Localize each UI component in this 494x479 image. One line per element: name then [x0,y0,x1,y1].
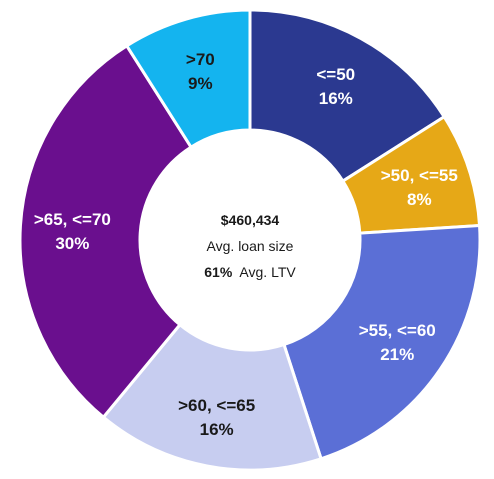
slice-category-label: >70 [186,50,215,69]
slice-value-label: 30% [55,234,89,253]
slice-label: <=50 16% [316,65,355,108]
slice-value-label: 16% [319,89,353,108]
center-amount: $460,434 [221,212,280,228]
center-ltv-value: 61% [204,264,233,280]
center-ltv: 61% Avg. LTV [204,264,296,280]
slice-category-label: <=50 [316,65,355,84]
slice-value-label: 21% [380,345,414,364]
slice-label: >55, <=60 21% [359,321,436,364]
center-ltv-label: Avg. LTV [239,264,296,280]
slice-label: >60, <=65 16% [178,396,255,439]
slice-value-label: 9% [188,74,213,93]
donut-slice [101,322,323,472]
donut-slice [248,8,447,184]
slice-label: >50, <=55 8% [381,166,458,209]
slice-category-label: >50, <=55 [381,166,458,185]
slice-value-label: 16% [200,420,234,439]
slice-label: >65, <=70 30% [34,210,111,253]
donut-slice-labels: <=50 16% >50, <=55 8% >55, <=60 21% >60, <=65 1… [34,50,458,439]
donut-slice [124,8,252,150]
slice-category-label: >55, <=60 [359,321,436,340]
donut-slices [18,8,482,472]
slice-category-label: >65, <=70 [34,210,111,229]
slice-value-label: 8% [407,190,432,209]
donut-slice [18,43,194,420]
center-amount-label: Avg. loan size [207,238,294,254]
slice-category-label: >60, <=65 [178,396,255,415]
slice-label: >70 9% [186,50,215,93]
donut-slice [282,223,482,461]
